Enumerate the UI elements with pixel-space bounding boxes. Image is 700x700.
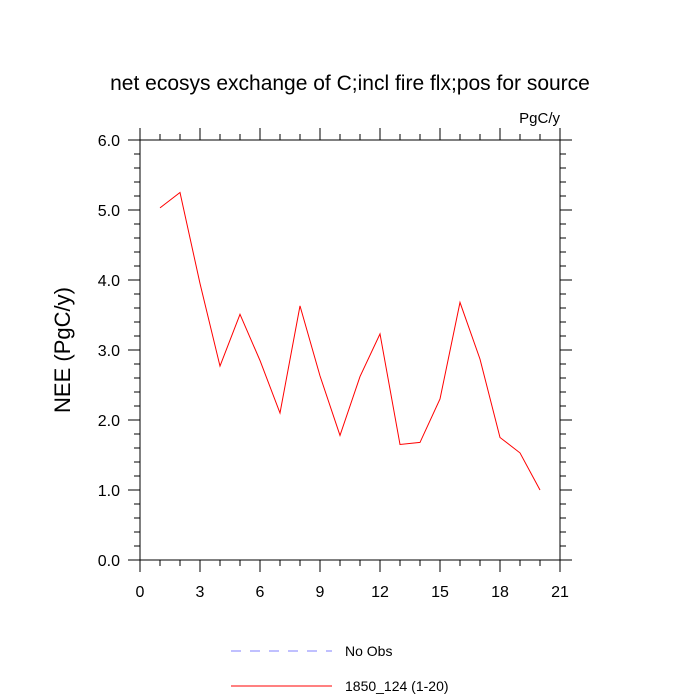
plot-frame: [139, 139, 561, 561]
x-tick-label: 18: [491, 584, 509, 601]
x-tick-label: 9: [316, 584, 325, 601]
y-tick-label: 5.0: [98, 203, 120, 220]
axis-ticks: [128, 128, 572, 572]
x-tick-label: 21: [551, 584, 569, 601]
x-tick-label: 0: [136, 584, 145, 601]
y-tick-label: 4.0: [98, 273, 120, 290]
legend-label: No Obs: [345, 643, 392, 659]
chart-title: net ecosys exchange of C;incl fire flx;p…: [110, 72, 590, 95]
y-tick-label: 0.0: [98, 553, 120, 570]
series-line: [159, 191, 541, 491]
x-tick-label: 6: [256, 584, 265, 601]
legend: No Obs 1850_124 (1-20): [231, 643, 449, 694]
x-tick-label: 15: [431, 584, 449, 601]
x-tick-label: 12: [371, 584, 389, 601]
y-tick-label: 6.0: [98, 133, 120, 150]
x-tick-label: 3: [196, 584, 205, 601]
units-label: PgC/y: [519, 110, 560, 127]
y-tick-label: 2.0: [98, 413, 120, 430]
legend-label: 1850_124 (1-20): [345, 678, 449, 694]
series-layer: [159, 191, 541, 491]
y-axis-label: NEE (PgC/y): [50, 287, 75, 413]
y-tick-label: 1.0: [98, 483, 120, 500]
y-tick-label: 3.0: [98, 343, 120, 360]
axis-tick-labels: 0 3 6 9 12 15 18 21 0.0 1.0 2.0 3.0 4.0 5.0 6.0: [98, 133, 569, 601]
